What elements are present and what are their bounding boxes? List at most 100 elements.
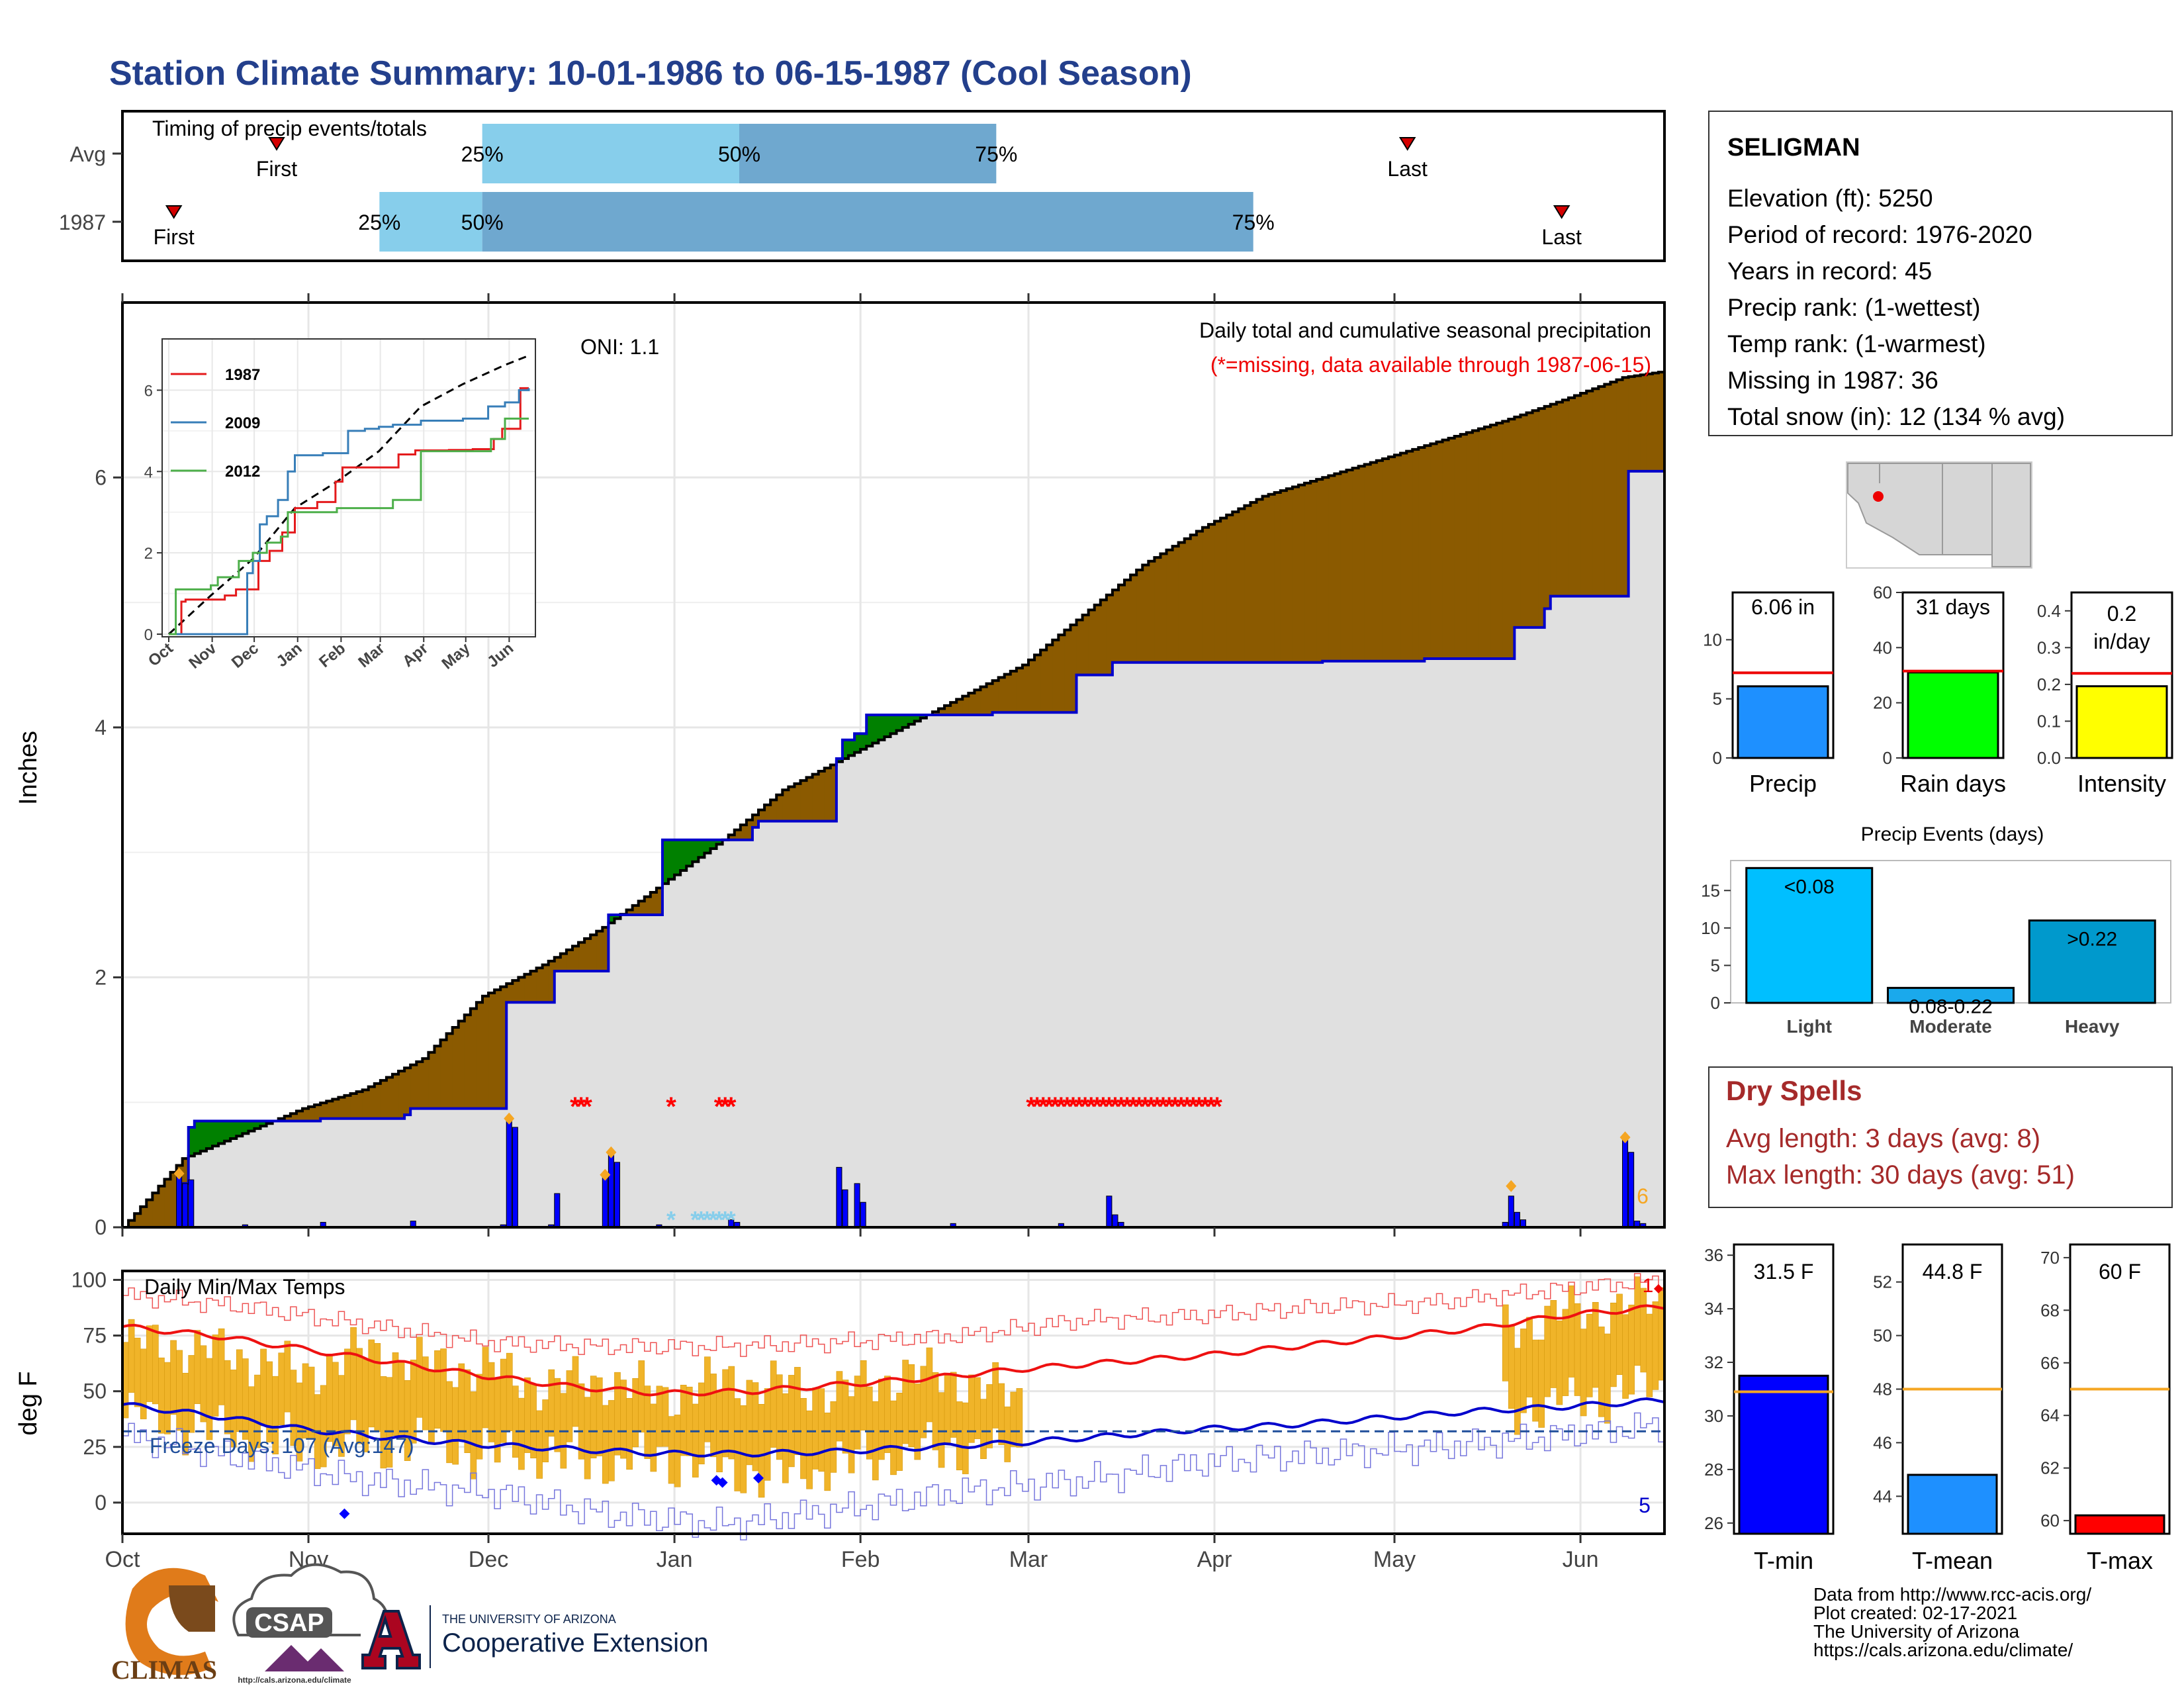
- summary-value-bar: [1907, 1474, 1998, 1535]
- precip-deficit-band: [602, 927, 610, 971]
- summary-value-bar: [1738, 1374, 1829, 1535]
- precip-deficit-band: [788, 786, 796, 821]
- temp-daily-range-bar: [602, 1405, 609, 1484]
- temp-daily-range-bar: [632, 1378, 639, 1448]
- precip-deficit-band: [566, 949, 573, 971]
- temp-daily-range-bar: [974, 1377, 981, 1439]
- temp-daily-range-bar: [1514, 1348, 1521, 1435]
- precip-deficit-band: [1028, 659, 1035, 713]
- temp-daily-range-bar: [1634, 1276, 1641, 1366]
- events-category-label: Light: [1787, 1016, 1832, 1037]
- precip-deficit-band: [656, 888, 663, 915]
- precip-deficit-band: [578, 942, 585, 971]
- temp-daily-range-bar: [926, 1347, 933, 1423]
- precip-deficit-band: [368, 1086, 375, 1119]
- precip-deficit-band: [974, 690, 981, 715]
- events-ytick-label: 10: [1701, 918, 1720, 938]
- climas-logo: CLIMAS: [111, 1568, 218, 1685]
- precip-deficit-band: [1370, 462, 1377, 661]
- events-bar-label: <0.08: [1784, 876, 1835, 898]
- precip-deficit-band: [1628, 376, 1635, 471]
- missing-day-marker: *: [1026, 1092, 1036, 1121]
- precip-deficit-band: [1490, 425, 1497, 659]
- missing-day-marker: *: [1044, 1092, 1054, 1121]
- summary-ytick-label: 30: [1704, 1406, 1723, 1426]
- temp-daily-range-bar: [536, 1410, 543, 1479]
- precip-deficit-band: [794, 783, 801, 821]
- precip-deficit-band: [1208, 524, 1215, 663]
- precip-surplus-band: [878, 714, 886, 740]
- precip-event-marker: [1619, 1131, 1631, 1144]
- temp-daily-range-bar: [266, 1361, 273, 1442]
- month-axis-label: Apr: [1197, 1547, 1232, 1572]
- ua-line-2: Cooperative Extension: [442, 1628, 708, 1658]
- precip-deficit-band: [1070, 625, 1077, 713]
- precip-surplus-band: [692, 839, 700, 862]
- temp-record-min-line: [122, 1412, 1665, 1540]
- precip-deficit-band: [980, 686, 987, 715]
- temp-record-low-marker: [753, 1472, 764, 1483]
- events-category-label: Heavy: [2065, 1016, 2120, 1037]
- summary-ytick-label: 70: [2040, 1248, 2060, 1268]
- precip-daily-bar: [506, 1121, 512, 1228]
- precip-deficit-band: [1166, 549, 1173, 663]
- temp-daily-range-bar: [212, 1335, 219, 1417]
- precip-deficit-band: [1322, 477, 1330, 661]
- precip-deficit-band: [422, 1058, 430, 1109]
- precip-deficit-band: [1136, 569, 1144, 663]
- timing-pct-25: 25%: [358, 211, 400, 234]
- precip-deficit-band: [632, 905, 639, 915]
- temp-daily-range-bar: [134, 1337, 141, 1407]
- temp-daily-range-bar: [800, 1398, 807, 1479]
- summary-ytick-label: 32: [1704, 1352, 1723, 1372]
- temp-daily-range-bar: [920, 1366, 927, 1438]
- inset-frame: [161, 338, 536, 637]
- precip-y-axis-label: Inches: [15, 731, 42, 805]
- temp-body: [122, 1273, 1665, 1540]
- precip-daily-bar: [1508, 1196, 1514, 1228]
- precip-deficit-band: [1298, 485, 1305, 663]
- temp-daily-range-bar: [356, 1348, 363, 1444]
- dry-spells-max: Max length: 30 days (avg: 51): [1726, 1160, 2075, 1190]
- precip-deficit-band: [1190, 535, 1197, 663]
- precip-deficit-band: [650, 892, 657, 915]
- precip-deficit-band: [326, 1101, 334, 1119]
- precip-deficit-band: [338, 1097, 345, 1119]
- precip-deficit-band: [1046, 645, 1054, 713]
- precip-deficit-band: [1394, 455, 1401, 661]
- precip-deficit-band: [1316, 479, 1324, 663]
- temp-daily-range-bar: [812, 1387, 819, 1470]
- missing-day-marker: *: [1194, 1092, 1205, 1121]
- temp-daily-range-bar: [440, 1348, 447, 1432]
- info-line-period: Period of record: 1976-2020: [1727, 221, 2032, 248]
- missing-day-marker: *: [1068, 1092, 1079, 1121]
- precip-deficit-band: [1304, 483, 1311, 663]
- missing-day-marker: *: [1062, 1092, 1073, 1121]
- precip-daily-bar: [854, 1183, 860, 1228]
- temp-daily-range-bar: [914, 1383, 921, 1460]
- summary-ytick-label: 0.2: [2037, 675, 2061, 694]
- precip-deficit-band: [182, 1158, 189, 1184]
- precip-deficit-band: [1604, 384, 1612, 596]
- precip-daily-bar: [608, 1152, 614, 1228]
- precip-surplus-band: [674, 839, 681, 875]
- precip-deficit-band: [1184, 538, 1191, 663]
- temp-daily-range-bar: [992, 1362, 999, 1429]
- temp-daily-range-bar: [344, 1348, 351, 1434]
- precip-deficit-band: [1256, 499, 1263, 663]
- summary-ytick-label: 28: [1704, 1460, 1723, 1479]
- precip-deficit-band: [932, 712, 939, 715]
- precip-deficit-band: [1382, 458, 1389, 661]
- summary-ytick-label: 44: [1873, 1486, 1892, 1506]
- timing-pct-50: 50%: [718, 142, 760, 166]
- precip-surplus-band: [662, 839, 669, 884]
- precip-deficit-band: [1346, 469, 1353, 661]
- precip-deficit-band: [1460, 434, 1467, 659]
- precip-surplus-band: [866, 714, 874, 747]
- temp-ytick-label: 75: [83, 1324, 107, 1348]
- precip-deficit-band: [482, 996, 489, 1109]
- summary-value-label: 44.8 F: [1923, 1260, 1983, 1284]
- precip-deficit-band: [1400, 453, 1407, 661]
